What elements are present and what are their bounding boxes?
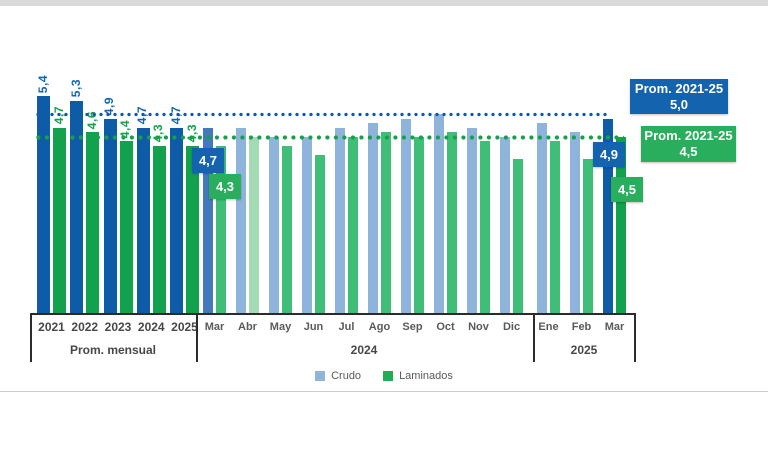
bar-laminados-2025-Feb (583, 159, 593, 313)
avg-box-laminados-label: Prom. 2021-25 (644, 128, 733, 143)
bar-crudo-Prommensual-2024 (136, 127, 150, 313)
axis-label-Ene-2025: Ene (538, 321, 559, 333)
axis-divider-2024-2025 (533, 313, 535, 362)
avg-box-crudo-value: 5,0 (669, 96, 689, 112)
legend: Crudo Laminados (0, 370, 768, 382)
legend-label-laminados: Laminados (399, 370, 453, 382)
avg-box-crudo: Prom. 2021-25 5,0 (630, 79, 728, 114)
axis-label-Nov-2024: Nov (468, 321, 489, 333)
value-label-laminados-2024: 4,3 (151, 124, 166, 143)
group-label-2024: 2024 (350, 343, 378, 357)
bar-laminados-2024-Dic (513, 159, 523, 313)
axis-label-Dic-2024: Dic (502, 321, 521, 333)
bar-crudo-2024-Jul (335, 127, 345, 313)
legend-item-laminados: Laminados (383, 370, 453, 382)
bottom-decoration-line (0, 391, 768, 392)
axis-label-Ago-2024: Ago (368, 321, 391, 333)
legend-item-crudo: Crudo (315, 370, 361, 382)
axis-label-2023: 2023 (104, 320, 132, 334)
value-label-crudo-2022: 5,3 (68, 79, 83, 98)
legend-label-crudo: Crudo (331, 370, 362, 382)
bar-laminados-Prommensual-2022 (86, 132, 100, 313)
bar-laminados-2024-Mar (216, 145, 226, 313)
bar-laminados-2024-Oct (447, 132, 457, 313)
bar-laminados-2024-May (282, 145, 292, 313)
bar-crudo-Prommensual-2025 (170, 127, 183, 313)
callout-mar2024-crudo: 4,7 (192, 148, 224, 173)
axis-label-Jun-2024: Jun (303, 321, 324, 333)
bar-laminados-Prommensual-2023 (119, 141, 133, 313)
axis-label-Abr-2024: Abr (238, 321, 257, 333)
bar-crudo-2024-Mar (203, 127, 213, 313)
group-label-prom-mensual: Prom. mensual (69, 343, 157, 357)
bar-crudo-Prommensual-2023 (103, 118, 117, 313)
value-label-crudo-2021: 5,4 (35, 74, 50, 93)
bar-laminados-2024-Nov (480, 141, 490, 313)
bar-laminados-2025-Mar (616, 136, 626, 313)
bar-laminados-Prommensual-2025 (186, 145, 199, 313)
avg-box-laminados: Prom. 2021-25 4,5 (641, 126, 736, 162)
bar-crudo-2024-Sep (401, 118, 411, 313)
group-label-2025: 2025 (570, 343, 598, 357)
axis-label-Sep-2024: Sep (402, 321, 423, 333)
axis-label-Oct-2024: Oct (436, 321, 455, 333)
callout-mar2025-laminados: 4,5 (611, 177, 643, 202)
bar-crudo-2025-Mar (603, 118, 613, 313)
x-axis-line (30, 313, 635, 315)
reference-line-crudo (36, 112, 610, 117)
reference-line-laminados (36, 134, 624, 140)
bar-crudo-2024-Oct (434, 114, 444, 313)
bar-crudo-2024-Dic (500, 136, 510, 313)
avg-box-laminados-value: 4,5 (679, 144, 698, 159)
bar-laminados-2024-Ago (381, 132, 391, 313)
callout-mar2024-laminados: 4,3 (209, 174, 241, 199)
axis-label-2022: 2022 (71, 320, 99, 334)
axis-label-May-2024: May (269, 321, 292, 333)
bar-laminados-2024-Sep (414, 136, 424, 313)
top-decoration-band (0, 0, 768, 6)
value-label-laminados-2025: 4,3 (184, 124, 199, 143)
bar-laminados-Prommensual-2021 (53, 127, 66, 313)
axis-label-2024: 2024 (137, 320, 165, 334)
avg-box-crudo-label: Prom. 2021-25 (634, 80, 724, 96)
axis-divider-right (634, 313, 636, 362)
bar-crudo-2024-May (269, 136, 279, 313)
legend-swatch-crudo (315, 371, 326, 381)
bar-crudo-2024-Abr (236, 127, 246, 313)
axis-label-2021: 2021 (38, 320, 65, 334)
bar-laminados-Prommensual-2024 (152, 145, 166, 313)
bar-crudo-2025-Feb (570, 132, 580, 313)
bar-crudo-2025-Ene (537, 123, 547, 313)
axis-label-Mar-2025: Mar (604, 321, 625, 333)
bar-crudo-Prommensual-2022 (70, 100, 84, 313)
axis-label-Mar-2024: Mar (204, 321, 225, 333)
bar-crudo-2024-Jun (302, 136, 312, 313)
axis-label-2025: 2025 (171, 320, 198, 334)
bar-crudo-Prommensual-2021 (37, 96, 50, 313)
callout-mar2025-crudo: 4,9 (593, 142, 625, 167)
axis-label-Feb-2025: Feb (571, 321, 592, 333)
bar-crudo-2024-Ago (368, 123, 378, 313)
bar-laminados-2024-Jun (315, 154, 325, 313)
bar-laminados-2024-Abr (249, 136, 259, 313)
axis-divider-annual-monthly (196, 313, 198, 362)
bar-crudo-2024-Nov (467, 127, 477, 313)
axis-label-Jul-2024: Jul (338, 321, 355, 333)
axis-divider-left (30, 313, 32, 362)
bar-laminados-2025-Ene (550, 141, 560, 313)
bar-laminados-2024-Jul (348, 136, 358, 313)
legend-swatch-laminados (383, 371, 394, 381)
